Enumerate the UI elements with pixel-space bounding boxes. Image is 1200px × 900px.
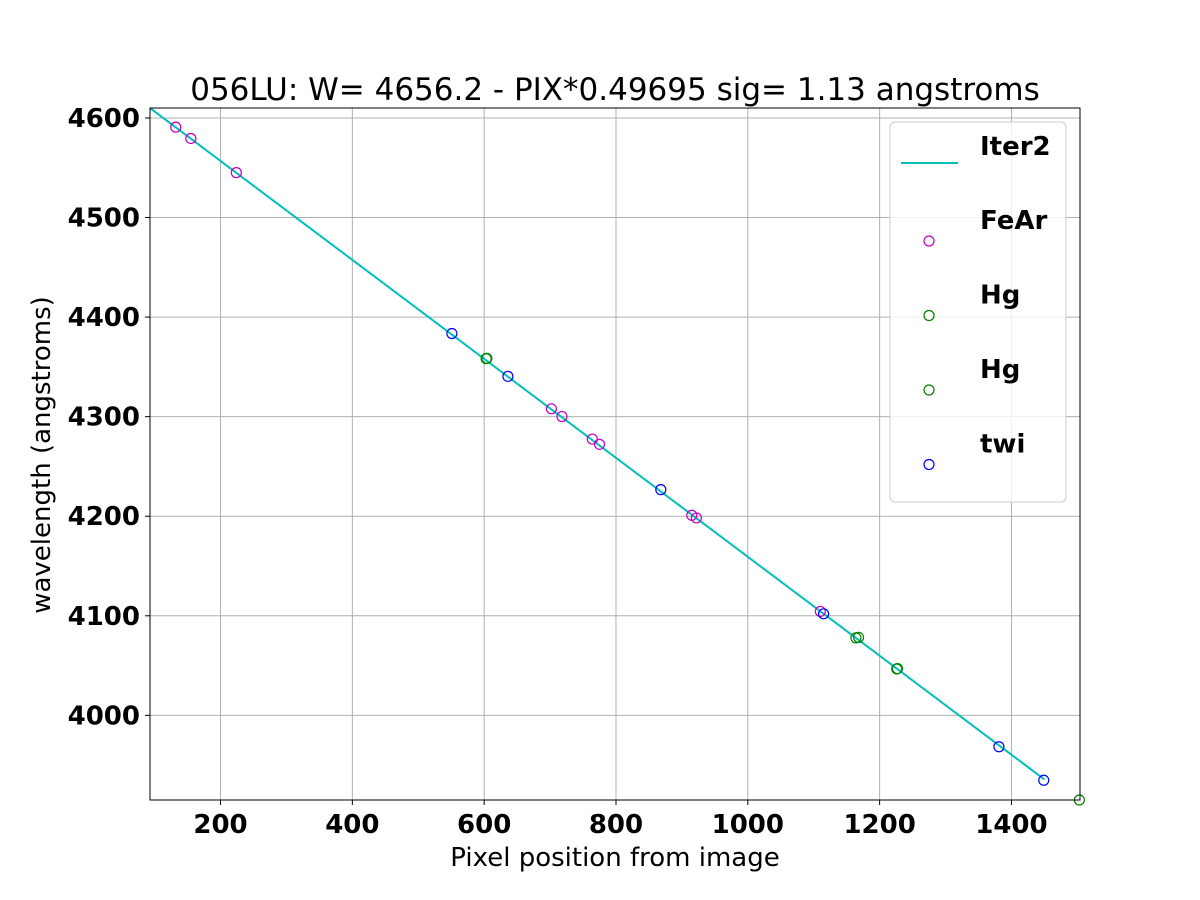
- x-tick-label: 200: [193, 810, 247, 840]
- data-point-twi: [818, 608, 830, 620]
- x-tick-label: 400: [325, 810, 379, 840]
- data-point-twi: [1038, 774, 1050, 786]
- legend-swatch-hg: [923, 384, 935, 396]
- legend-swatch-hg: [923, 309, 935, 322]
- data-point-fear: [593, 438, 606, 450]
- x-axis-label: Pixel position from image: [450, 843, 779, 873]
- fit-line-layer: [149, 107, 1046, 781]
- legend: Iter2 FeAr Hg Hg twi: [889, 121, 1067, 503]
- y-tick-label: 4000: [68, 701, 140, 731]
- data-point-fear: [556, 410, 568, 423]
- data-point-fear: [814, 605, 826, 618]
- y-axis-ticks: 4000 4100 4200 4300 4400 4500 4600: [68, 104, 150, 731]
- legend-label-hg: Hg: [980, 281, 1020, 311]
- y-axis-label: wavelength (angstroms): [27, 296, 57, 614]
- data-point-twi: [993, 741, 1005, 753]
- y-tick-label: 4500: [68, 204, 140, 234]
- x-tick-label: 1000: [712, 810, 784, 840]
- x-tick-label: 1400: [975, 810, 1047, 840]
- data-point-fear: [185, 132, 197, 145]
- legend-swatch-fear: [923, 235, 935, 247]
- data-point-fear: [230, 167, 242, 179]
- legend-label-hg: Hg: [980, 355, 1020, 385]
- x-tick-label: 1200: [843, 810, 915, 840]
- x-tick-label: 600: [457, 810, 511, 840]
- data-point-fear: [170, 121, 182, 133]
- y-tick-label: 4200: [68, 502, 140, 532]
- plot-frame: [149, 107, 1081, 801]
- y-tick-label: 4100: [68, 602, 140, 632]
- y-tick-label: 4400: [68, 303, 140, 333]
- data-point-fear: [545, 403, 557, 415]
- data-point-twi: [655, 484, 667, 496]
- legend-label-iter2: Iter2: [980, 132, 1051, 162]
- data-point-hg: [852, 631, 865, 644]
- y-tick-label: 4600: [68, 104, 140, 134]
- x-axis-ticks: 200 400 600 800 1000 1200 1400: [193, 800, 1048, 840]
- data-point-fear: [586, 433, 598, 445]
- y-tick-label: 4300: [68, 403, 140, 433]
- x-tick-label: 800: [589, 810, 643, 840]
- chart-title: 056LU: W= 4656.2 - PIX*0.49695 sig= 1.13…: [190, 72, 1040, 108]
- data-point-hg: [481, 352, 493, 364]
- data-point-fear: [690, 512, 702, 524]
- legend-label-twi: twi: [980, 430, 1025, 460]
- data-points-layer: [170, 121, 1085, 806]
- legend-box: [889, 121, 1067, 503]
- legend-swatch-twi: [923, 458, 935, 471]
- legend-label-fear: FeAr: [980, 206, 1047, 236]
- data-point-twi: [446, 327, 458, 340]
- data-point-twi: [502, 370, 514, 382]
- fit-line-iter2: [149, 107, 1046, 781]
- data-point-hg: [891, 662, 904, 675]
